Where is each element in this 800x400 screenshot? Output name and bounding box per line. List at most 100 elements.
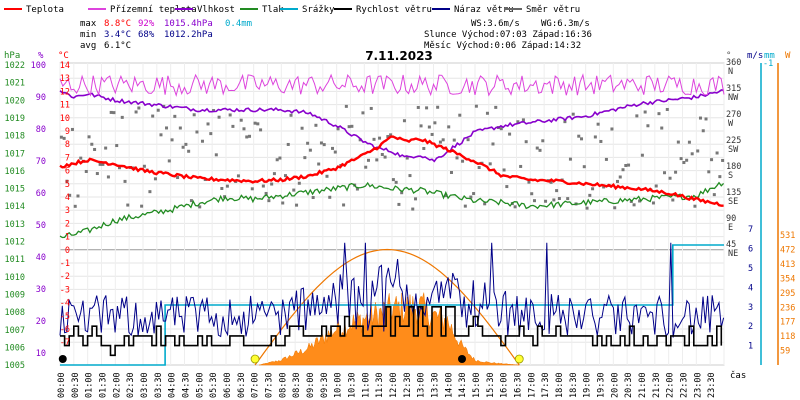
time-tick-label: 01:00	[85, 372, 95, 398]
wind-direction-point	[126, 203, 130, 207]
svg-text:Vlhkost: Vlhkost	[197, 5, 235, 15]
time-tick-label: 13:00	[417, 372, 427, 398]
wind-tick-label: 7	[748, 225, 753, 235]
direction-compass-label: NE	[728, 249, 738, 259]
wind-direction-point	[414, 197, 418, 201]
wind-direction-point	[530, 192, 534, 196]
wind-direction-point	[212, 109, 216, 113]
wind-direction-point	[585, 206, 589, 210]
wind-direction-point	[640, 153, 644, 157]
time-tick-label: 19:00	[583, 372, 593, 398]
wind-direction-point	[375, 158, 379, 162]
moon-set-marker	[457, 355, 466, 363]
time-tick-label: 10:30	[348, 372, 358, 398]
wind-direction-point	[447, 125, 451, 129]
pressure-tick-label: 1019	[5, 114, 25, 124]
temperature-tick-label: -5	[60, 312, 70, 322]
wind-direction-point	[372, 137, 376, 141]
temperature-tick-label: 6	[65, 167, 70, 177]
wind-direction-point	[281, 201, 285, 205]
wind-direction-point	[311, 196, 315, 200]
time-tick-label: 07:00	[251, 372, 261, 398]
wind-direction-point	[93, 147, 97, 151]
wind-direction-point	[162, 104, 166, 108]
legend-item-ground-temperature: Přízemní teplota	[88, 5, 197, 15]
wind-direction-point	[422, 146, 426, 150]
wind-direction-point	[297, 181, 301, 185]
wind-direction-point	[663, 171, 667, 175]
wind-direction-point	[220, 186, 224, 190]
wind-direction-point	[223, 195, 227, 199]
wind-direction-point	[236, 174, 240, 178]
wind-direction-point	[627, 163, 631, 167]
legend-item-temperature: Teplota	[4, 5, 64, 15]
wind-direction-point	[239, 118, 243, 122]
solar-radiation-series	[259, 292, 520, 366]
wind-direction-point	[192, 113, 196, 117]
ground-temperature-line	[59, 73, 725, 98]
wind-direction-point	[538, 148, 542, 152]
stats-wg: WG:6.3m/s	[541, 19, 590, 29]
wind-direction-point	[593, 135, 597, 139]
time-tick-label: 02:00	[112, 372, 122, 398]
temperature-tick-label: -6	[60, 325, 70, 335]
wind-direction-point	[366, 158, 370, 162]
ground-temperature-series	[59, 73, 725, 98]
wind-direction-point	[458, 113, 462, 117]
wind-direction-point	[588, 193, 592, 197]
wind-direction-point	[167, 159, 171, 163]
time-tick-label: 10:00	[334, 372, 344, 398]
wind-direction-point	[300, 126, 304, 130]
pressure-tick-label: 1006	[5, 343, 25, 353]
wind-direction-point	[101, 162, 105, 166]
wind-direction-point	[643, 110, 647, 114]
wind-direction-point	[344, 104, 348, 108]
wind-direction-point	[499, 127, 503, 131]
wind-direction-point	[690, 152, 694, 156]
wind-direction-point	[248, 134, 252, 138]
wind-direction-point	[710, 158, 714, 162]
wind-direction-point	[472, 192, 476, 196]
temperature-tick-label: 7	[65, 153, 70, 163]
humidity-tick-label: 90	[36, 93, 46, 103]
wind-tick-label: 2	[748, 322, 753, 332]
wind-direction-point	[228, 113, 232, 117]
wind-tick-label: 1	[748, 342, 753, 352]
wind-axis: 7 6 5 4 3 2 1	[748, 225, 753, 351]
wind-direction-point	[275, 158, 279, 162]
svg-text:Tlak: Tlak	[262, 5, 284, 15]
direction-compass-label: NW	[728, 93, 739, 103]
wind-direction-point	[682, 161, 686, 165]
wind-direction-point	[687, 140, 691, 144]
wind-direction-point	[563, 120, 567, 124]
wind-direction-point	[660, 126, 664, 130]
wind-direction-point	[176, 176, 180, 180]
wind-direction-point	[535, 146, 539, 150]
temperature-series	[59, 135, 724, 207]
wind-direction-point	[494, 105, 498, 109]
wind-direction-point	[120, 115, 124, 119]
wind-direction-point	[187, 149, 191, 153]
wind-direction-point	[521, 118, 525, 122]
stats-block: max min avg 8.8°C 92% 1015.4hPa 0.4mm 3.…	[80, 19, 592, 51]
wind-direction-point	[676, 140, 680, 144]
time-tick-label: 21:00	[638, 372, 648, 398]
wind-direction-point	[516, 120, 520, 124]
wind-direction-point	[674, 170, 678, 174]
wind-direction-point	[698, 116, 702, 120]
pressure-tick-label: 1013	[5, 220, 25, 230]
temperature-tick-label: 10	[60, 114, 70, 124]
wind-direction-point	[73, 204, 77, 208]
temperature-tick-label: 3	[65, 206, 70, 216]
pressure-tick-label: 1014	[5, 202, 25, 212]
wind-direction-point	[419, 124, 423, 128]
wind-direction-point	[159, 133, 163, 137]
wind-direction-point	[79, 156, 83, 160]
wind-direction-point	[195, 130, 199, 134]
wind-direction-point	[245, 135, 249, 139]
wind-direction-point	[613, 206, 617, 210]
temperature-tick-label: 13	[60, 74, 70, 84]
time-tick-label: 22:00	[666, 372, 676, 398]
wind-direction-point	[317, 162, 321, 166]
